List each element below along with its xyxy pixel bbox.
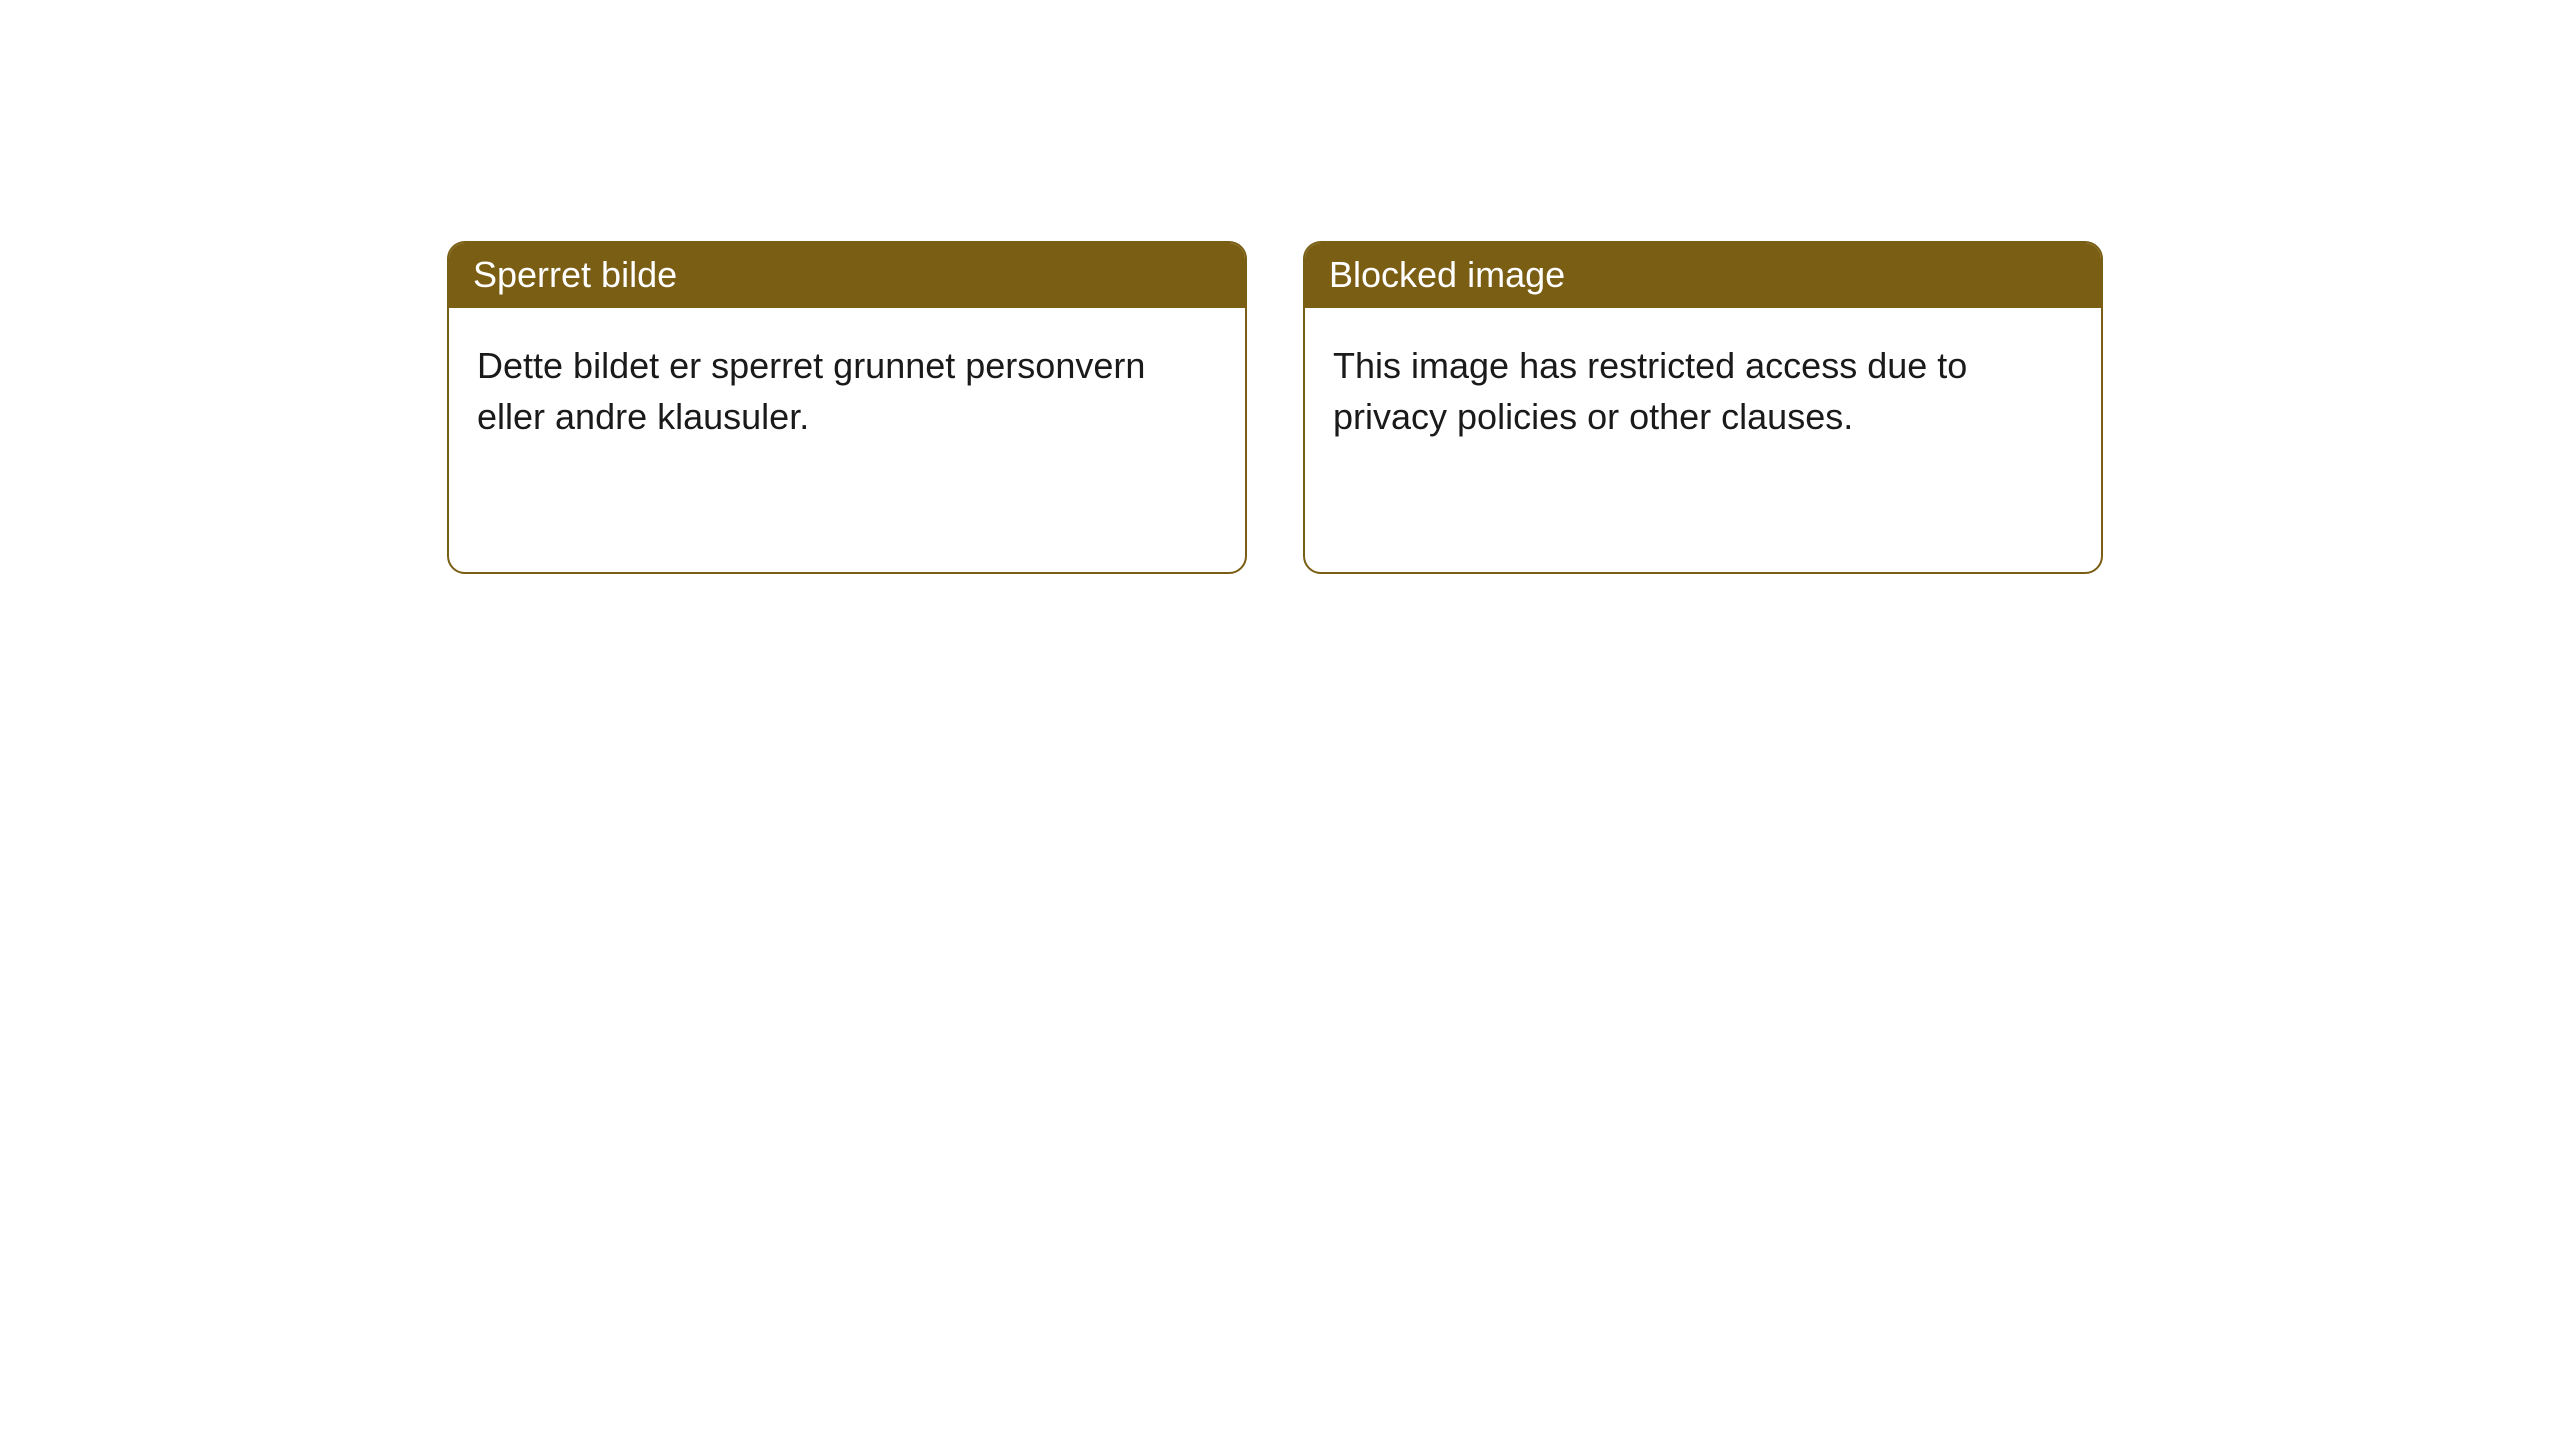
notice-body: Dette bildet er sperret grunnet personve… [449,308,1245,474]
notice-title: Blocked image [1305,243,2101,308]
notice-card-english: Blocked image This image has restricted … [1303,241,2103,574]
notice-container: Sperret bilde Dette bildet er sperret gr… [0,0,2560,574]
notice-body: This image has restricted access due to … [1305,308,2101,474]
notice-card-norwegian: Sperret bilde Dette bildet er sperret gr… [447,241,1247,574]
notice-title: Sperret bilde [449,243,1245,308]
